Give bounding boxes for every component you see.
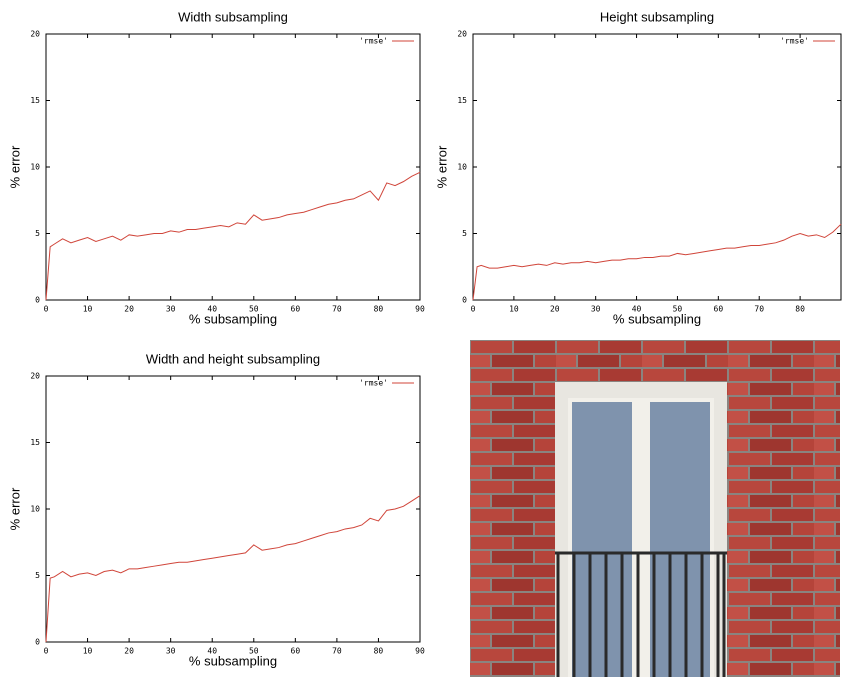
x-tick-label: 50 <box>249 647 259 656</box>
x-tick-label: 70 <box>332 305 342 314</box>
x-tick-label: 10 <box>83 305 93 314</box>
chart: Width subsampling % subsampling % error 0 5 1… <box>7 9 425 326</box>
x-tick-label: 70 <box>754 305 764 314</box>
y-axis-label: % error <box>7 145 22 188</box>
y-tick-label: 10 <box>30 163 40 172</box>
y-tick-label: 5 <box>35 229 40 238</box>
x-tick-label: 70 <box>332 647 342 656</box>
x-tick-label: 10 <box>509 305 519 314</box>
x-tick-label: 30 <box>166 647 176 656</box>
railing <box>555 551 727 677</box>
x-tick-label: 60 <box>291 647 301 656</box>
legend-label: 'rmse' <box>359 379 388 388</box>
y-axis-label: % error <box>7 487 22 530</box>
y-tick-label: 20 <box>30 30 40 39</box>
pane <box>650 402 710 677</box>
y-tick-label: 5 <box>462 229 467 238</box>
x-tick-label: 60 <box>291 305 301 314</box>
x-axis-label: % subsampling <box>189 653 277 668</box>
y-tick-label: 15 <box>457 96 467 105</box>
x-tick-label: 30 <box>166 305 176 314</box>
x-tick-label: 20 <box>124 305 134 314</box>
x-tick-label: 20 <box>124 647 134 656</box>
data-line <box>472 223 842 301</box>
plot-frame <box>45 375 421 643</box>
chart: Width and height subsampling % subsamplin… <box>7 351 425 668</box>
photo <box>470 340 840 677</box>
x-tick-label: 30 <box>591 305 601 314</box>
x-tick-label: 50 <box>673 305 683 314</box>
y-tick-label: 0 <box>35 638 40 647</box>
x-tick-label: 80 <box>374 305 384 314</box>
y-axis-label: % error <box>434 145 449 188</box>
data-line <box>45 495 421 643</box>
legend-label: 'rmse' <box>780 37 809 46</box>
y-tick-label: 20 <box>457 30 467 39</box>
x-tick-label: 0 <box>471 305 476 314</box>
y-tick-label: 0 <box>35 296 40 305</box>
x-tick-label: 10 <box>83 647 93 656</box>
chart-title: Width subsampling <box>178 9 288 24</box>
y-tick-label: 10 <box>457 163 467 172</box>
x-tick-label: 0 <box>44 647 49 656</box>
y-tick-label: 20 <box>30 372 40 381</box>
plot-frame <box>45 33 421 301</box>
chart: Height subsampling % subsampling % error 0 5… <box>434 9 842 326</box>
x-tick-label: 50 <box>249 305 259 314</box>
x-tick-label: 90 <box>415 305 425 314</box>
x-tick-label: 0 <box>44 305 49 314</box>
y-tick-label: 0 <box>462 296 467 305</box>
x-axis-label: % subsampling <box>189 311 277 326</box>
y-tick-label: 5 <box>35 571 40 580</box>
x-tick-label: 60 <box>714 305 724 314</box>
x-tick-label: 80 <box>374 647 384 656</box>
x-tick-label: 40 <box>632 305 642 314</box>
x-tick-label: 80 <box>795 305 805 314</box>
data-line <box>45 171 421 301</box>
x-tick-label: 40 <box>207 647 217 656</box>
y-tick-label: 15 <box>30 438 40 447</box>
plot-frame <box>472 33 842 301</box>
legend-label: 'rmse' <box>359 37 388 46</box>
x-tick-label: 20 <box>550 305 560 314</box>
y-tick-label: 10 <box>30 505 40 514</box>
x-tick-label: 90 <box>415 647 425 656</box>
chart-title: Height subsampling <box>600 9 714 24</box>
y-tick-label: 15 <box>30 96 40 105</box>
chart-title: Width and height subsampling <box>146 351 320 366</box>
x-tick-label: 40 <box>207 305 217 314</box>
x-axis-label: % subsampling <box>613 311 701 326</box>
